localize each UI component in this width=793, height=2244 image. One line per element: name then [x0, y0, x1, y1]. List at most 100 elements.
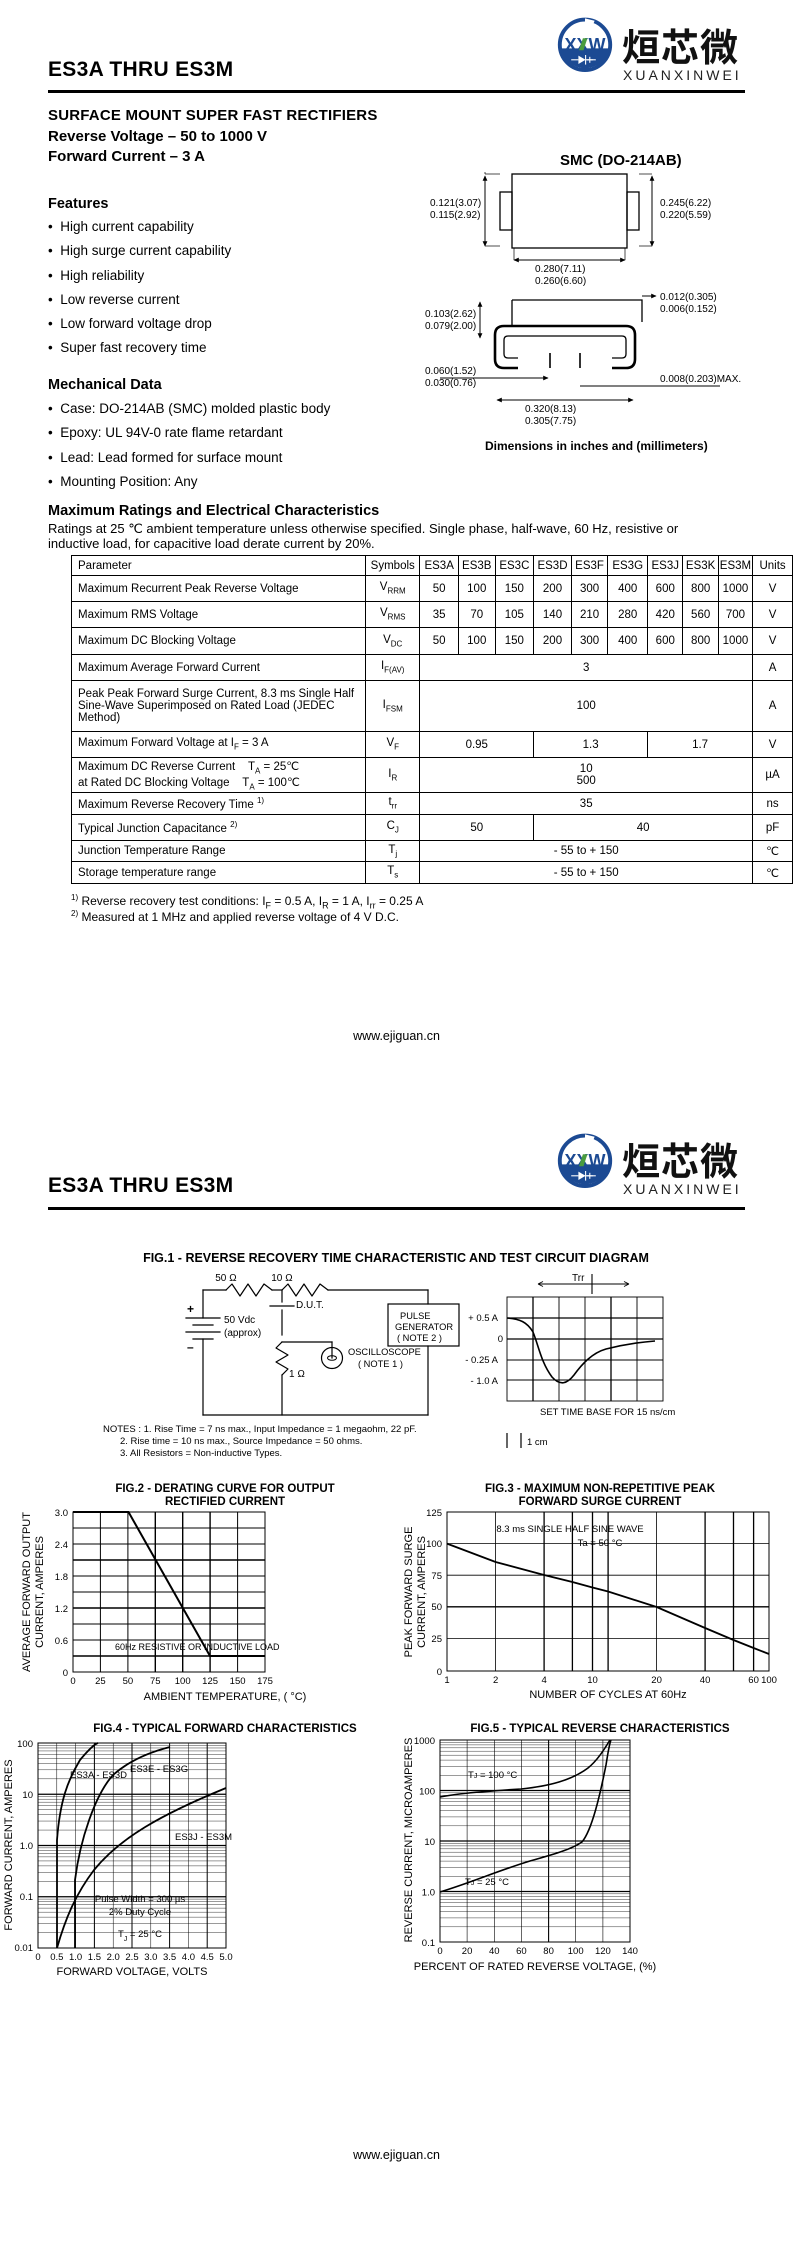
svg-text:AVERAGE FORWARD OUTPUT: AVERAGE FORWARD OUTPUT: [21, 1512, 33, 1672]
svg-text:2.0: 2.0: [107, 1952, 120, 1963]
svg-text:D.U.T.: D.U.T.: [296, 1300, 324, 1311]
svg-text:0.220(5.59): 0.220(5.59): [660, 210, 711, 221]
svg-text:+: +: [187, 1302, 194, 1316]
svg-text:OSCILLOSCOPE: OSCILLOSCOPE: [348, 1347, 421, 1357]
svg-text:10: 10: [22, 1790, 33, 1801]
svg-text:RECTIFIED CURRENT: RECTIFIED CURRENT: [165, 1496, 285, 1508]
svg-text:FORWARD SURGE CURRENT: FORWARD SURGE CURRENT: [519, 1496, 682, 1508]
svg-text:10: 10: [424, 1837, 435, 1848]
svg-text:3.0: 3.0: [144, 1952, 157, 1963]
svg-text:140: 140: [622, 1946, 638, 1957]
svg-text:0.5: 0.5: [50, 1952, 63, 1963]
svg-text:3. All Resistors = Non-inducti: 3. All Resistors = Non-inductive Types.: [120, 1448, 282, 1459]
svg-text:10: 10: [587, 1675, 598, 1686]
svg-text:0.012(0.305): 0.012(0.305): [660, 292, 717, 303]
svg-text:100: 100: [568, 1946, 584, 1957]
svg-text:TJ = 25 °C: TJ = 25 °C: [465, 1877, 509, 1888]
svg-text:1.0: 1.0: [422, 1888, 435, 1899]
svg-text:10 Ω: 10 Ω: [271, 1273, 293, 1284]
svg-text:125: 125: [202, 1676, 218, 1687]
svg-text:TJ = 25 °C: TJ = 25 °C: [118, 1929, 162, 1943]
svg-text:NUMBER OF CYCLES AT 60Hz: NUMBER OF CYCLES AT 60Hz: [529, 1689, 686, 1701]
svg-text:1: 1: [444, 1675, 449, 1686]
svg-text:175: 175: [257, 1676, 273, 1687]
svg-text:40: 40: [489, 1946, 500, 1957]
svg-text:( NOTE 1 ): ( NOTE 1 ): [358, 1359, 403, 1369]
svg-text:REVERSE CURRENT, MICROAMPERES: REVERSE CURRENT, MICROAMPERES: [403, 1738, 415, 1943]
svg-text:Ta = 50 °C: Ta = 50 °C: [578, 1538, 623, 1549]
svg-text:0.280(7.11): 0.280(7.11): [535, 264, 585, 275]
svg-text:1.2: 1.2: [55, 1604, 68, 1615]
svg-text:100: 100: [761, 1675, 777, 1686]
svg-text:ES3J - ES3M: ES3J - ES3M: [175, 1832, 232, 1843]
svg-text:1 cm: 1 cm: [527, 1437, 548, 1448]
svg-text:AMBIENT TEMPERATURE, ( °C): AMBIENT TEMPERATURE, ( °C): [144, 1691, 307, 1703]
svg-text:4.5: 4.5: [201, 1952, 214, 1963]
svg-text:100: 100: [426, 1539, 442, 1550]
svg-text:0.305(7.75): 0.305(7.75): [525, 416, 576, 427]
svg-text:0: 0: [70, 1676, 75, 1687]
svg-text:0: 0: [35, 1952, 40, 1963]
svg-text:0.1: 0.1: [422, 1938, 435, 1949]
svg-text:100: 100: [17, 1739, 33, 1750]
svg-text:100: 100: [419, 1787, 435, 1798]
svg-text:0.6: 0.6: [55, 1636, 68, 1647]
svg-text:1.0: 1.0: [69, 1952, 82, 1963]
svg-text:2% Duty Cycle: 2% Duty Cycle: [109, 1907, 171, 1918]
svg-text:1000: 1000: [414, 1736, 435, 1747]
svg-text:0.006(0.152): 0.006(0.152): [660, 304, 717, 315]
svg-text:FIG.1 - REVERSE RECOVERY TIME: FIG.1 - REVERSE RECOVERY TIME CHARACTERI…: [143, 1251, 649, 1265]
svg-text:FORWARD VOLTAGE, VOLTS: FORWARD VOLTAGE, VOLTS: [57, 1966, 208, 1978]
svg-text:GENERATOR: GENERATOR: [395, 1322, 453, 1332]
svg-text:120: 120: [595, 1946, 611, 1957]
svg-text:1.8: 1.8: [55, 1572, 68, 1583]
svg-text:FIG.2 - DERATING CURVE FOR OUT: FIG.2 - DERATING CURVE FOR OUTPUT: [115, 1483, 334, 1495]
svg-text:PEAK FORWARD SURGE: PEAK FORWARD SURGE: [403, 1527, 415, 1658]
svg-text:PERCENT OF RATED REVERSE VOLTA: PERCENT OF RATED REVERSE VOLTAGE, (%): [414, 1961, 656, 1973]
svg-text:0.245(6.22): 0.245(6.22): [660, 198, 711, 209]
svg-text:0.1: 0.1: [20, 1892, 33, 1903]
svg-text:8.3 ms SINGLE HALF SINE WAVE: 8.3 ms SINGLE HALF SINE WAVE: [496, 1524, 643, 1535]
svg-text:60: 60: [516, 1946, 527, 1957]
svg-text:75: 75: [150, 1676, 161, 1687]
svg-text:+ 0.5 A: + 0.5 A: [468, 1313, 499, 1324]
svg-text:FIG.5 - TYPICAL REVERSE CHARAC: FIG.5 - TYPICAL REVERSE CHARACTERISTICS: [470, 1723, 730, 1735]
svg-text:0.030(0.76): 0.030(0.76): [425, 378, 476, 389]
svg-text:75: 75: [431, 1571, 442, 1582]
svg-text:0.115(2.92): 0.115(2.92): [430, 210, 480, 221]
svg-text:( NOTE 2 ): ( NOTE 2 ): [397, 1333, 442, 1343]
svg-text:0: 0: [498, 1334, 503, 1345]
svg-text:2. Rise time = 10 ns max., Sou: 2. Rise time = 10 ns max., Source Impeda…: [120, 1436, 362, 1447]
svg-text:–: –: [187, 1340, 194, 1354]
svg-text:2.5: 2.5: [125, 1952, 138, 1963]
svg-text:(approx): (approx): [224, 1328, 261, 1339]
svg-text:SET TIME BASE FOR 15 ns/cm: SET TIME BASE FOR 15 ns/cm: [540, 1407, 675, 1418]
svg-text:- 1.0 A: - 1.0 A: [471, 1376, 499, 1387]
svg-text:4.0: 4.0: [182, 1952, 195, 1963]
svg-text:FIG.3 - MAXIMUM NON-REPETITIVE: FIG.3 - MAXIMUM NON-REPETITIVE PEAK: [485, 1483, 716, 1495]
svg-text:3.0: 3.0: [55, 1508, 68, 1519]
svg-text:150: 150: [230, 1676, 246, 1687]
svg-text:1 Ω: 1 Ω: [289, 1369, 305, 1380]
svg-text:ES3A - ES3D: ES3A - ES3D: [70, 1770, 127, 1781]
svg-text:60: 60: [748, 1675, 759, 1686]
svg-text:4: 4: [541, 1675, 546, 1686]
svg-text:FORWARD CURRENT, AMPERES: FORWARD CURRENT, AMPERES: [3, 1759, 15, 1930]
svg-text:0.320(8.13): 0.320(8.13): [525, 404, 576, 415]
svg-text:0.079(2.00): 0.079(2.00): [425, 321, 476, 332]
svg-text:SMC (DO-214AB): SMC (DO-214AB): [560, 152, 682, 169]
svg-text:CURRENT, AMPERES: CURRENT, AMPERES: [34, 1536, 46, 1648]
svg-text:50: 50: [123, 1676, 134, 1687]
svg-text:0: 0: [63, 1668, 68, 1679]
svg-text:- 0.25 A: - 0.25 A: [465, 1355, 498, 1366]
svg-text:0.103(2.62): 0.103(2.62): [425, 309, 476, 320]
svg-text:PULSE: PULSE: [400, 1311, 431, 1321]
svg-text:50: 50: [431, 1602, 442, 1613]
svg-text:CURRENT, AMPERES: CURRENT, AMPERES: [416, 1536, 428, 1648]
svg-text:25: 25: [95, 1676, 106, 1687]
svg-text:0.260(6.60): 0.260(6.60): [535, 276, 586, 287]
svg-text:FIG.4 - TYPICAL FORWARD CHARA: FIG.4 - TYPICAL FORWARD CHARACTERISTICS: [93, 1723, 357, 1735]
svg-text:2.4: 2.4: [55, 1540, 68, 1551]
svg-text:ES3E - ES3G: ES3E - ES3G: [130, 1764, 188, 1775]
svg-text:TJ = 100 °C: TJ = 100 °C: [468, 1770, 517, 1781]
